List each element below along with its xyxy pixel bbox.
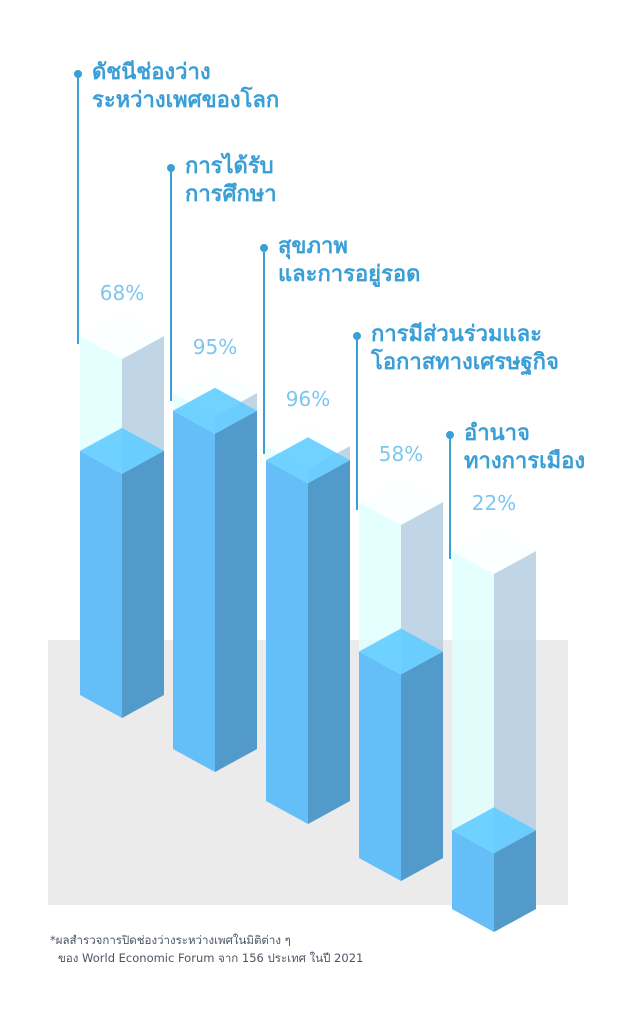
category-label-4-line1: การมีส่วนร่วมและ [371,322,542,347]
bar-3 [260,244,350,824]
value-label-2: 95% [193,335,237,359]
category-label-5-line1: อำนาจ [464,421,530,446]
leader-dot-1 [74,70,82,78]
bar-4-value-left-face [359,651,401,881]
bar-3-value-right-face [308,460,350,824]
bar-2-value-top-face [173,387,257,434]
leader-dot-3 [260,244,268,252]
value-label-5: 22% [472,491,516,515]
value-label-3: 96% [286,387,330,411]
bar-1 [74,70,164,718]
bar-1-value-top-face [80,427,164,474]
category-label-2-line1: การได้รับ [185,152,274,179]
bar-3-value-top-face [266,437,350,484]
bar-5-value-top-face [452,807,536,854]
bar-4-total-top-face [359,479,443,525]
category-label-2-line2: การศึกษา [185,182,277,207]
bar-2 [167,164,257,772]
bar-1-value-left-face [80,450,122,718]
bar-5 [446,431,536,932]
category-label-1-line2: ระหว่างเพศของโลก [92,86,279,113]
category-label-1-line1: ดัชนีช่องว่าง [92,60,211,85]
bar-1-total-top-face [80,313,164,359]
bar-5-total-top-face [452,528,536,574]
leader-dot-2 [167,164,175,172]
footnote-line1: *ผลสำรวจการปิดช่องว่างระหว่างเพศในมิติต่… [50,933,291,947]
bar-5-value-right-face [494,830,536,932]
category-label-5-line2: ทางการเมือง [464,449,585,474]
bar-4-value-top-face [359,628,443,675]
leader-dot-4 [353,332,361,340]
value-label-4: 58% [379,442,423,466]
category-label-4-line2: โอกาสทางเศรษฐกิจ [370,348,559,376]
bar-4 [353,332,443,881]
value-label-1: 68% [100,281,144,305]
bar-1-value-right-face [122,450,164,718]
leader-dot-5 [446,431,454,439]
bar-2-value-right-face [215,410,257,772]
footnote-line2: ของ World Economic Forum จาก 156 ประเทศ … [58,951,363,965]
bar-5-value-left-face [452,830,494,932]
bar-4-value-right-face [401,651,443,881]
category-label-3-line2: และการอยู่รอด [278,262,420,288]
bar-3-value-left-face [266,460,308,824]
bar-2-value-left-face [173,410,215,772]
category-label-3-line1: สุขภาพ [278,234,348,260]
